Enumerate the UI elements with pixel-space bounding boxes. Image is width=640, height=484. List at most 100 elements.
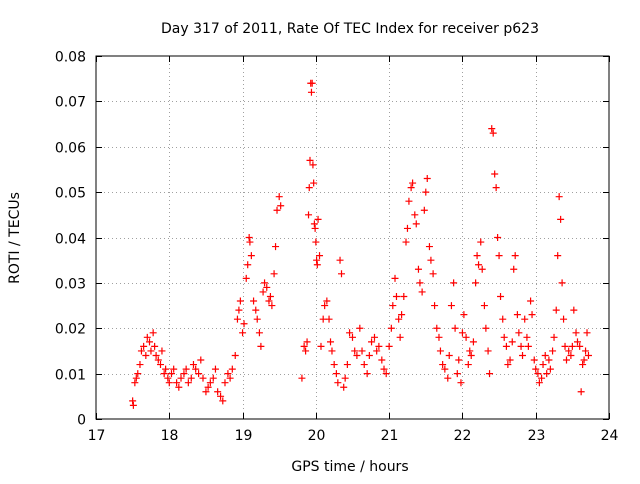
data-point bbox=[156, 361, 164, 369]
data-point bbox=[250, 297, 258, 305]
data-point bbox=[328, 347, 336, 355]
data-point bbox=[261, 279, 269, 287]
data-point bbox=[154, 356, 162, 364]
data-point bbox=[132, 374, 140, 382]
data-point bbox=[552, 306, 560, 314]
data-point bbox=[398, 311, 406, 319]
data-point bbox=[510, 265, 518, 273]
data-point bbox=[400, 292, 408, 300]
data-point bbox=[539, 361, 547, 369]
data-point bbox=[455, 356, 463, 364]
data-point bbox=[309, 161, 317, 169]
data-point bbox=[356, 324, 364, 332]
data-point bbox=[312, 238, 320, 246]
data-point bbox=[313, 256, 321, 264]
data-point bbox=[197, 356, 205, 364]
data-point bbox=[414, 265, 422, 273]
data-point bbox=[375, 342, 383, 350]
data-point bbox=[561, 342, 569, 350]
data-point bbox=[573, 338, 581, 346]
data-point bbox=[323, 297, 331, 305]
data-point bbox=[504, 361, 512, 369]
data-point bbox=[165, 379, 173, 387]
data-point bbox=[546, 365, 554, 373]
data-point bbox=[239, 329, 247, 337]
data-point bbox=[214, 388, 222, 396]
x-tick-label: 19 bbox=[235, 428, 253, 444]
data-point bbox=[519, 351, 527, 359]
data-point bbox=[570, 306, 578, 314]
x-tick-label: 20 bbox=[308, 428, 326, 444]
data-point bbox=[134, 370, 142, 378]
data-point bbox=[192, 365, 200, 373]
data-point bbox=[131, 379, 139, 387]
data-point bbox=[392, 292, 400, 300]
data-point bbox=[416, 279, 424, 287]
data-point bbox=[480, 302, 488, 310]
data-point bbox=[411, 211, 419, 219]
data-point bbox=[311, 224, 319, 232]
data-point bbox=[584, 351, 592, 359]
data-point bbox=[319, 315, 327, 323]
data-point bbox=[259, 288, 267, 296]
data-point bbox=[142, 351, 150, 359]
data-point bbox=[495, 252, 503, 260]
data-point bbox=[577, 388, 585, 396]
data-point bbox=[351, 347, 359, 355]
data-point bbox=[395, 315, 403, 323]
data-point bbox=[303, 338, 311, 346]
data-point bbox=[221, 379, 229, 387]
data-point bbox=[475, 261, 483, 269]
data-point bbox=[275, 193, 283, 201]
data-point bbox=[173, 379, 181, 387]
data-point bbox=[143, 333, 151, 341]
data-point bbox=[129, 397, 137, 405]
data-point bbox=[431, 302, 439, 310]
data-point bbox=[567, 351, 575, 359]
data-point bbox=[314, 215, 322, 223]
data-point bbox=[180, 370, 188, 378]
data-point bbox=[209, 374, 217, 382]
data-point bbox=[534, 370, 542, 378]
data-point bbox=[263, 283, 271, 291]
data-point bbox=[129, 401, 137, 409]
data-point bbox=[489, 129, 497, 137]
data-point bbox=[538, 374, 546, 382]
data-point bbox=[466, 347, 474, 355]
y-tick-label: 0 bbox=[77, 413, 86, 429]
data-point bbox=[499, 315, 507, 323]
data-point bbox=[360, 361, 368, 369]
y-tick-label: 0.01 bbox=[55, 368, 86, 384]
data-point bbox=[560, 315, 568, 323]
x-tick-label: 21 bbox=[381, 428, 399, 444]
data-point bbox=[219, 397, 227, 405]
data-point bbox=[363, 370, 371, 378]
data-point bbox=[524, 342, 532, 350]
data-point bbox=[310, 179, 318, 187]
data-point bbox=[576, 342, 584, 350]
data-point bbox=[462, 333, 470, 341]
data-point bbox=[321, 302, 329, 310]
data-point bbox=[343, 361, 351, 369]
data-point bbox=[170, 365, 178, 373]
data-point bbox=[453, 370, 461, 378]
data-point bbox=[204, 383, 212, 391]
y-tick-label: 0.05 bbox=[55, 186, 86, 202]
data-point bbox=[365, 351, 373, 359]
data-point bbox=[167, 370, 175, 378]
data-point bbox=[380, 365, 388, 373]
data-point bbox=[422, 188, 430, 196]
data-point bbox=[378, 356, 386, 364]
data-point bbox=[389, 302, 397, 310]
data-point bbox=[277, 202, 285, 210]
data-point bbox=[252, 306, 260, 314]
data-point bbox=[500, 333, 508, 341]
data-point bbox=[460, 311, 468, 319]
data-point bbox=[436, 347, 444, 355]
data-point bbox=[235, 306, 243, 314]
data-point bbox=[330, 361, 338, 369]
data-point bbox=[497, 292, 505, 300]
data-point bbox=[206, 379, 214, 387]
data-point bbox=[226, 374, 234, 382]
